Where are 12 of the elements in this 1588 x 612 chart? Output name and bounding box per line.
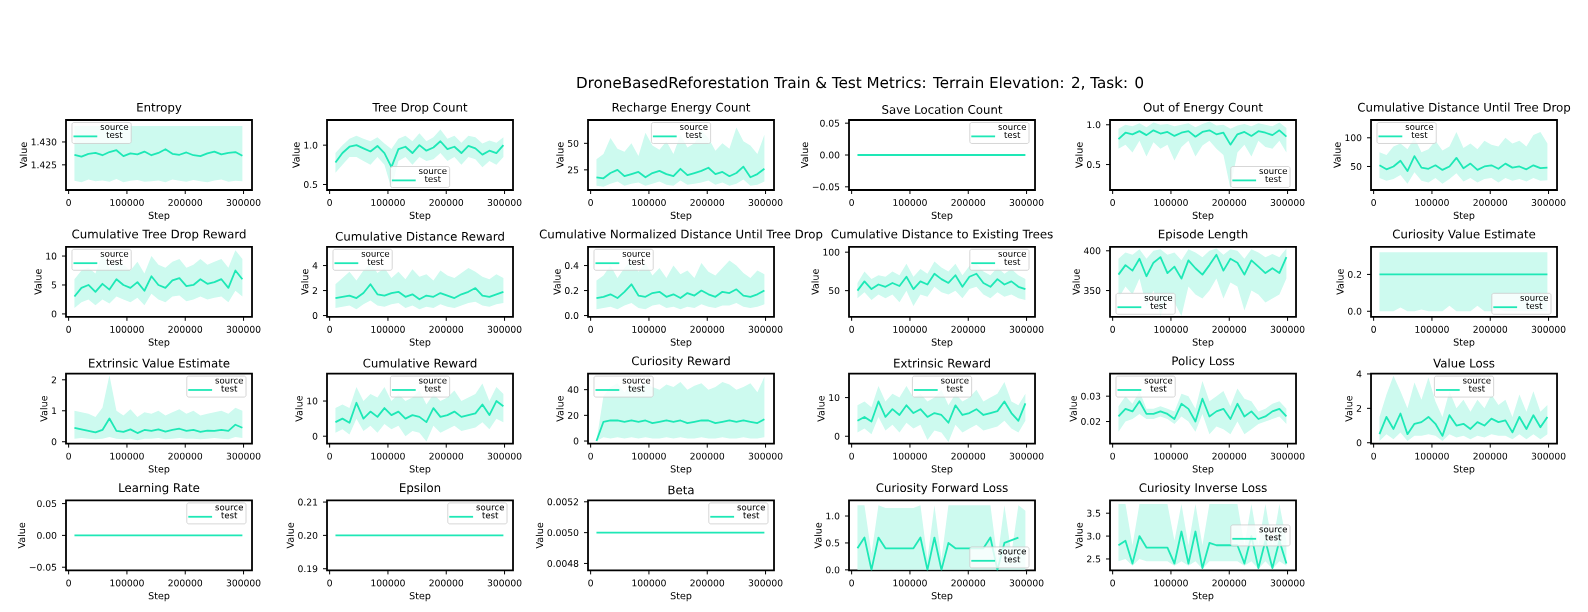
line-series [595,418,766,442]
line-series [1378,155,1549,172]
line-series [856,272,1027,292]
line-series [73,269,244,298]
line-series [1117,397,1288,423]
line-series [1117,253,1288,280]
line-series [1378,412,1549,437]
line-series [334,140,505,169]
line-series [856,400,1027,424]
line-series [595,283,766,299]
line-series [1117,129,1288,146]
line-series [334,400,505,424]
